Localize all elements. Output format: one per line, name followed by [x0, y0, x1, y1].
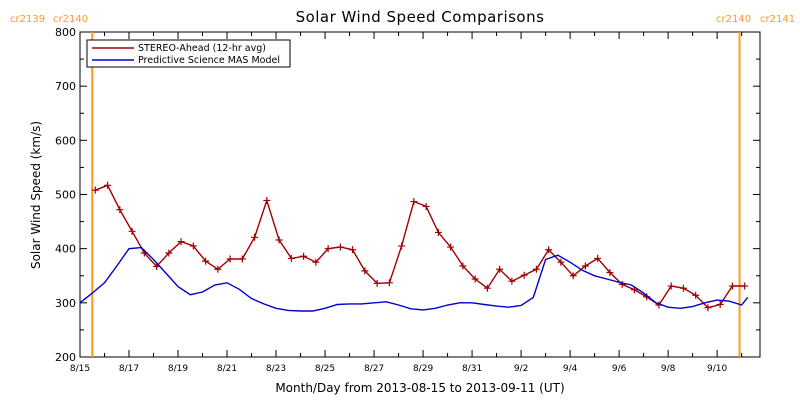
data-point	[324, 245, 332, 253]
x-tick-label: 9/6	[612, 364, 627, 374]
data-point	[483, 284, 491, 292]
data-point	[226, 255, 234, 263]
data-point	[447, 243, 455, 251]
data-point	[104, 181, 112, 189]
data-point	[716, 300, 724, 308]
data-point	[471, 275, 479, 283]
data-point	[385, 279, 393, 287]
data-point	[422, 202, 430, 210]
x-tick-label: 9/10	[707, 364, 727, 374]
plot-frame	[79, 31, 761, 358]
y-tick-label: 500	[55, 189, 76, 202]
x-tick-label: 8/15	[70, 364, 90, 374]
x-tick-label: 8/19	[168, 364, 188, 374]
data-point	[214, 265, 222, 273]
data-point	[520, 271, 528, 279]
x-tick-label: 8/21	[217, 364, 237, 374]
data-point	[594, 254, 602, 262]
y-tick-label: 600	[55, 134, 76, 147]
carrington-markers	[91, 32, 741, 357]
series-line-1	[79, 246, 749, 312]
data-point	[300, 252, 308, 260]
y-tick-label: 800	[55, 26, 76, 39]
data-point	[251, 233, 259, 241]
x-tick-label: 9/4	[563, 364, 578, 374]
data-point	[202, 257, 210, 265]
data-point	[361, 267, 369, 275]
data-point	[679, 284, 687, 292]
data-point	[116, 206, 124, 214]
y-tick-label: 200	[55, 351, 76, 364]
x-axis-title: Month/Day from 2013-08-15 to 2013-09-11 …	[275, 381, 564, 395]
data-point	[545, 246, 553, 254]
x-tick-label: 8/27	[364, 364, 384, 374]
y-tick-label: 700	[55, 80, 76, 93]
legend-label-model: Predictive Science MAS Model	[138, 55, 280, 66]
series-line-0	[95, 184, 745, 309]
y-axis-title: Solar Wind Speed (km/s)	[29, 121, 43, 269]
x-tick-label: 8/23	[266, 364, 286, 374]
data-point	[349, 246, 357, 254]
data-point	[667, 282, 675, 290]
x-tick-label: 9/2	[514, 364, 528, 374]
x-axis-ticks: 8/15 8/17 8/19 8/21 8/23 8/25 8/27 8/29 8/31 9/2 9…	[70, 32, 743, 374]
data-point	[741, 282, 749, 290]
data-point	[581, 262, 589, 270]
y-tick-label: 400	[55, 243, 76, 256]
data-point	[287, 254, 295, 262]
y-tick-label: 300	[55, 297, 76, 310]
x-tick-label: 8/17	[119, 364, 139, 374]
data-point	[91, 186, 99, 194]
data-point	[410, 198, 418, 206]
data-point	[459, 262, 467, 270]
data-point	[728, 282, 736, 290]
data-point	[238, 255, 246, 263]
data-point	[312, 258, 320, 266]
data-point	[128, 227, 136, 235]
data-point	[275, 236, 283, 244]
cr-label-right-end: cr2141	[760, 14, 795, 25]
data-point	[336, 243, 344, 251]
data-point	[606, 269, 614, 276]
legend: STEREO-Ahead (12-hr avg) Predictive Scie…	[86, 39, 291, 68]
data-point	[692, 291, 700, 299]
cr-label-right-start: cr2140	[53, 14, 88, 25]
legend-box	[86, 39, 291, 68]
data-point	[153, 263, 161, 271]
data-point	[189, 242, 197, 250]
data-point	[263, 196, 271, 204]
data-point	[496, 265, 504, 273]
data-point	[532, 265, 540, 273]
series-group	[79, 181, 749, 312]
chart-title: Solar Wind Speed Comparisons	[296, 8, 545, 26]
data-point	[434, 228, 442, 236]
data-point	[557, 258, 565, 266]
x-tick-label: 8/29	[413, 364, 433, 374]
data-point	[618, 280, 626, 288]
data-point	[508, 277, 516, 285]
data-point	[398, 242, 406, 250]
data-point	[177, 238, 185, 246]
data-point	[373, 279, 381, 287]
data-point	[704, 304, 712, 312]
data-point	[569, 272, 577, 280]
x-tick-label: 8/25	[315, 364, 335, 374]
cr-label-left-end: cr2140	[716, 14, 751, 25]
cr-label-left-start: cr2139	[10, 14, 45, 25]
data-point	[165, 249, 173, 257]
x-tick-label: 8/31	[462, 364, 482, 374]
x-tick-label: 9/8	[661, 364, 676, 374]
y-axis-ticks: 200 300 400 500 600 700 800	[55, 26, 760, 364]
legend-label-stereo: STEREO-Ahead (12-hr avg)	[138, 43, 266, 54]
